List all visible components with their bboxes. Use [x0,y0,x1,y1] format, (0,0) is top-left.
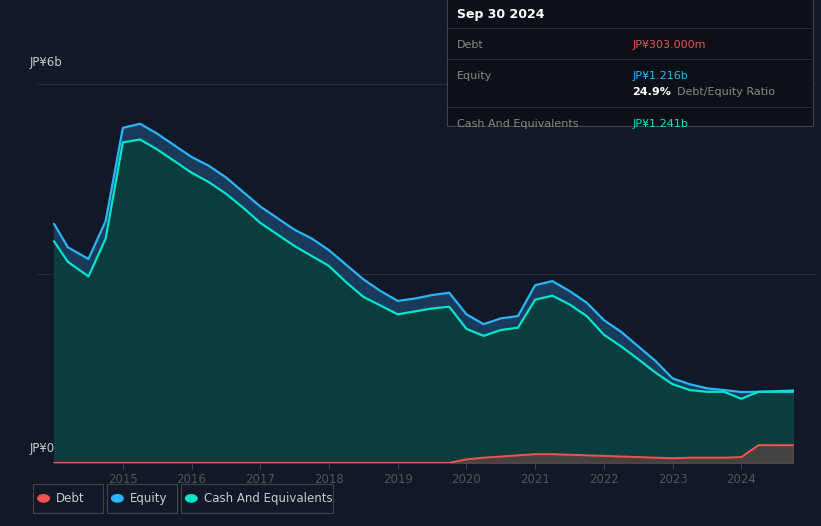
Text: Debt/Equity Ratio: Debt/Equity Ratio [677,87,775,97]
Text: Cash And Equivalents: Cash And Equivalents [204,492,333,505]
Text: Debt: Debt [56,492,85,505]
Text: Cash And Equivalents: Cash And Equivalents [457,119,579,129]
Text: Sep 30 2024: Sep 30 2024 [457,8,545,22]
Text: JP¥6b: JP¥6b [30,56,62,69]
Text: JP¥303.000m: JP¥303.000m [632,40,706,50]
Text: JP¥1.216b: JP¥1.216b [632,72,688,82]
Text: Debt: Debt [457,40,484,50]
Text: JP¥0: JP¥0 [30,442,54,456]
Text: 24.9%: 24.9% [632,87,671,97]
Text: Equity: Equity [457,72,493,82]
Text: Equity: Equity [130,492,167,505]
Text: JP¥1.241b: JP¥1.241b [632,119,688,129]
